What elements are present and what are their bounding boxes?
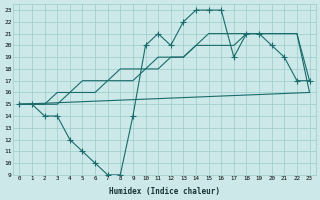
X-axis label: Humidex (Indice chaleur): Humidex (Indice chaleur) (109, 187, 220, 196)
